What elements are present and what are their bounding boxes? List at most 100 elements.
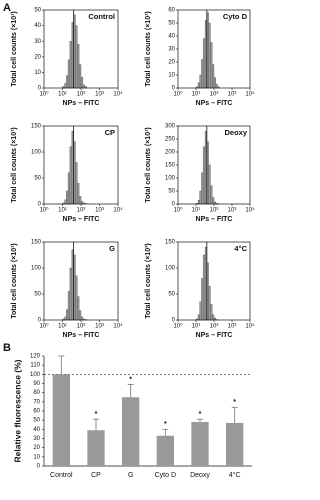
x-axis-label: NPs – FITC	[196, 216, 233, 223]
histogram-bar	[199, 74, 202, 89]
y-tick-label: 0	[38, 86, 42, 92]
histogram-bar	[201, 278, 204, 321]
y-tick-label: 30	[34, 39, 41, 45]
x-tick-label: 10¹	[58, 324, 67, 330]
y-tick-label: 0	[38, 318, 42, 324]
x-tick-label: 10⁰	[39, 91, 49, 98]
chart-title: Deoxy	[224, 128, 247, 137]
y-tick-label: 60	[168, 8, 175, 14]
y-axis-label: Total cell counts (×10¹)	[145, 127, 152, 203]
bar	[156, 435, 174, 466]
significance-mark: *	[199, 411, 202, 418]
x-tick-label: 10⁰	[39, 207, 49, 214]
histogram-bar	[199, 301, 202, 321]
x-tick-label: G	[128, 472, 133, 479]
y-axis-label: Total cell counts (×10¹)	[11, 243, 18, 319]
histogram-bar	[66, 309, 69, 321]
y-tick-label: 100	[31, 150, 42, 156]
x-tick-label: 10⁴	[245, 91, 255, 98]
histogram-bar	[210, 185, 213, 205]
y-tick-label: 90	[33, 381, 40, 387]
x-axis-label: NPs – FITC	[63, 332, 100, 339]
histogram-bar	[210, 304, 213, 321]
x-tick-label: CP	[91, 472, 101, 479]
x-axis-label: NPs – FITC	[63, 216, 100, 223]
bar	[52, 374, 70, 466]
histogram-bar	[208, 286, 211, 321]
y-axis-label: Total cell counts (×10¹)	[11, 127, 18, 203]
histogram-bar	[67, 59, 71, 89]
y-tick-label: 150	[165, 163, 176, 169]
x-tick-label: 10⁰	[173, 207, 183, 214]
x-tick-label: 10⁴	[113, 207, 123, 214]
x-axis-label: NPs – FITC	[196, 100, 233, 107]
histogram-bar	[80, 76, 84, 89]
y-tick-label: 10	[33, 454, 40, 460]
histogram-bar	[78, 310, 82, 321]
histogram-bar	[64, 199, 67, 205]
y-tick-label: 30	[168, 47, 175, 53]
y-tick-label: 0	[38, 202, 42, 208]
y-tick-label: 0	[172, 202, 176, 208]
chart-title: Cyto D	[223, 12, 248, 21]
x-tick-label: Deoxy	[190, 472, 210, 479]
histogram-bar	[201, 59, 204, 89]
x-axis-label: NPs – FITC	[63, 100, 100, 107]
x-tick-label: 10¹	[192, 92, 201, 98]
x-tick-label: 10²	[210, 208, 219, 214]
histogram-bar	[69, 267, 73, 321]
histogram-bar	[78, 64, 82, 89]
x-tick-label: Cyto D	[155, 472, 176, 479]
histogram-bar	[77, 296, 80, 321]
y-tick-label: 20	[34, 54, 41, 60]
histogram-bar	[202, 38, 206, 89]
histogram-bar	[201, 172, 204, 205]
plot-frame	[43, 9, 119, 89]
bar	[226, 422, 244, 466]
x-tick-label: 10³	[228, 92, 237, 98]
figure: A B 0 10 20 30 40 50 10⁰ 10¹ 10² 10³ 10⁴ Control NPs…	[3, 2, 255, 479]
y-tick-label: 250	[165, 137, 176, 143]
histogram-bar	[211, 314, 215, 321]
x-tick-label: 10⁴	[113, 91, 123, 98]
chart-title: 4°C	[234, 244, 247, 253]
bar	[191, 422, 209, 466]
histogram-bar	[208, 164, 211, 205]
y-tick-label: 50	[34, 8, 41, 14]
panel-label: A	[3, 2, 11, 14]
bar	[87, 430, 105, 466]
y-tick-label: 40	[33, 427, 40, 433]
significance-mark: *	[164, 421, 167, 428]
y-tick-label: 120	[30, 354, 41, 360]
significance-mark: *	[129, 376, 132, 383]
x-tick-label: 10³	[228, 208, 237, 214]
histogram-bar	[66, 75, 69, 89]
x-tick-label: 10³	[95, 208, 104, 214]
histogram-bar	[197, 199, 200, 205]
histogram-bar	[215, 83, 218, 89]
y-tick-label: 200	[165, 150, 176, 156]
x-tick-label: 10³	[228, 324, 237, 330]
y-tick-label: 50	[168, 21, 175, 27]
y-tick-label: 80	[33, 390, 40, 396]
significance-mark: *	[95, 411, 98, 418]
y-tick-label: 40	[34, 23, 41, 29]
x-tick-label: 10¹	[58, 92, 67, 98]
x-axis-label: NPs – FITC	[196, 332, 233, 339]
x-tick-label: 10²	[77, 208, 86, 214]
plot-frame	[43, 241, 119, 321]
chart-title: Control	[88, 12, 115, 21]
plot-frame	[43, 125, 119, 205]
y-axis-label: Total cell counts (×10¹)	[11, 11, 18, 87]
histogram-bar	[197, 82, 200, 89]
y-tick-label: 0	[37, 464, 41, 470]
y-tick-label: 10	[168, 73, 175, 79]
y-tick-label: 50	[168, 292, 175, 298]
x-tick-label: 10⁴	[113, 323, 123, 330]
histogram-bar	[77, 44, 80, 89]
x-tick-label: 10¹	[192, 324, 201, 330]
x-tick-label: 10¹	[58, 208, 67, 214]
histogram-bar	[213, 77, 217, 89]
x-tick-label: 10²	[77, 324, 86, 330]
y-tick-label: 150	[31, 124, 42, 130]
